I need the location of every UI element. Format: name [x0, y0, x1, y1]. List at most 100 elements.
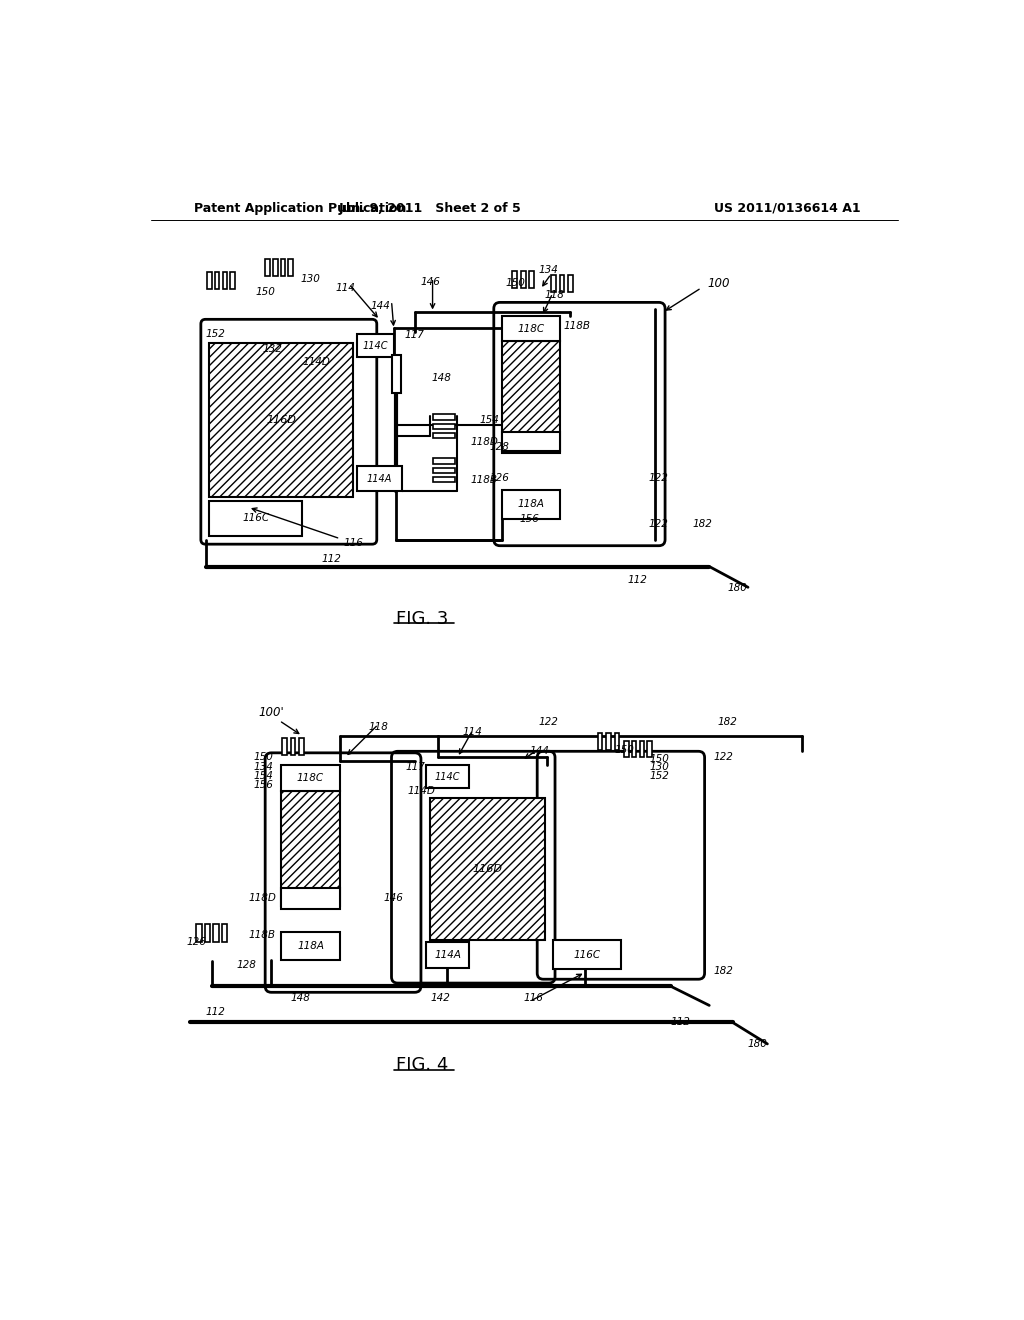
Text: 134: 134: [539, 265, 559, 275]
Text: 156: 156: [519, 513, 540, 524]
Text: 112: 112: [628, 574, 648, 585]
Bar: [213, 924, 219, 942]
Text: 114: 114: [463, 727, 482, 737]
Text: 150: 150: [254, 752, 273, 763]
Bar: [281, 259, 286, 276]
Text: 117: 117: [404, 330, 425, 341]
Text: 118: 118: [544, 290, 564, 301]
Bar: [282, 766, 340, 791]
Text: FIG. 4: FIG. 4: [396, 1056, 449, 1074]
Text: 118A: 118A: [518, 499, 545, 510]
Bar: [503, 490, 560, 519]
Text: 142: 142: [430, 993, 451, 1003]
Text: 182: 182: [713, 966, 733, 975]
Bar: [426, 766, 469, 788]
Bar: [640, 741, 644, 758]
Bar: [282, 888, 340, 909]
Text: 116: 116: [343, 539, 364, 548]
Bar: [614, 733, 620, 750]
Bar: [356, 466, 401, 491]
Text: 122: 122: [713, 752, 733, 763]
Text: FIG. 3: FIG. 3: [396, 610, 449, 628]
Text: 112: 112: [322, 554, 342, 564]
Bar: [433, 458, 455, 463]
Bar: [197, 924, 202, 942]
Text: 134: 134: [254, 762, 273, 772]
Bar: [222, 924, 227, 942]
Bar: [291, 738, 295, 755]
Text: US 2011/0136614 A1: US 2011/0136614 A1: [714, 202, 860, 215]
Text: 144: 144: [371, 301, 390, 312]
Text: 118B: 118B: [248, 929, 275, 940]
Bar: [598, 733, 602, 750]
Bar: [282, 791, 340, 906]
Bar: [356, 334, 394, 358]
Text: 122: 122: [649, 473, 669, 483]
Bar: [433, 414, 455, 420]
Text: 114C: 114C: [435, 772, 461, 781]
Text: Patent Application Publication: Patent Application Publication: [194, 202, 407, 215]
Text: 114A: 114A: [434, 950, 461, 960]
Bar: [430, 797, 545, 940]
Text: 118B: 118B: [471, 475, 498, 486]
Bar: [391, 355, 400, 393]
Text: 132: 132: [262, 345, 282, 354]
Bar: [503, 317, 560, 341]
Bar: [606, 733, 611, 750]
Text: 128: 128: [489, 442, 509, 453]
Text: 130: 130: [300, 275, 319, 284]
Bar: [282, 932, 340, 960]
Text: 118: 118: [369, 722, 388, 731]
Bar: [289, 259, 293, 276]
Text: 118B: 118B: [563, 321, 591, 331]
Text: 100': 100': [258, 706, 284, 719]
Bar: [230, 272, 234, 289]
Bar: [503, 432, 560, 451]
Text: 112: 112: [671, 1018, 690, 1027]
Text: 126: 126: [489, 473, 509, 483]
Bar: [551, 275, 556, 292]
Bar: [273, 259, 278, 276]
Bar: [426, 942, 469, 968]
Bar: [205, 924, 210, 942]
Text: Jun. 9, 2011   Sheet 2 of 5: Jun. 9, 2011 Sheet 2 of 5: [339, 202, 521, 215]
Text: 128: 128: [237, 961, 256, 970]
Text: 180: 180: [727, 583, 746, 593]
Text: 180: 180: [748, 1039, 768, 1049]
Text: 116D: 116D: [266, 416, 296, 425]
Bar: [521, 271, 525, 288]
Text: 116C: 116C: [243, 513, 269, 523]
Bar: [209, 343, 352, 498]
Bar: [433, 433, 455, 438]
Text: 116D: 116D: [473, 863, 503, 874]
Text: 150: 150: [614, 744, 635, 755]
Text: 116: 116: [523, 993, 543, 1003]
Text: 114D: 114D: [407, 787, 435, 796]
Text: 116C: 116C: [573, 949, 600, 960]
Text: 114D: 114D: [302, 358, 331, 367]
Bar: [283, 738, 287, 755]
Text: 118A: 118A: [297, 941, 324, 952]
Bar: [207, 272, 212, 289]
Bar: [209, 502, 302, 536]
Bar: [433, 477, 455, 482]
Text: 130: 130: [649, 762, 670, 772]
Bar: [512, 271, 517, 288]
Text: 150: 150: [506, 279, 525, 288]
Text: 114C: 114C: [362, 341, 388, 351]
Bar: [632, 741, 636, 758]
Text: 100: 100: [707, 277, 729, 289]
Text: 112: 112: [206, 1007, 225, 1016]
Text: 156: 156: [254, 780, 273, 791]
Text: 118C: 118C: [297, 774, 324, 783]
Text: 146: 146: [384, 892, 403, 903]
Text: 114A: 114A: [367, 474, 392, 483]
Text: 152: 152: [649, 771, 670, 781]
Text: 148: 148: [291, 993, 310, 1003]
Text: 152: 152: [206, 329, 225, 339]
Text: 150: 150: [256, 286, 275, 297]
Text: 118D: 118D: [471, 437, 499, 446]
Text: 146: 146: [421, 277, 440, 286]
Text: 122: 122: [649, 519, 669, 529]
Text: 154: 154: [254, 771, 273, 781]
